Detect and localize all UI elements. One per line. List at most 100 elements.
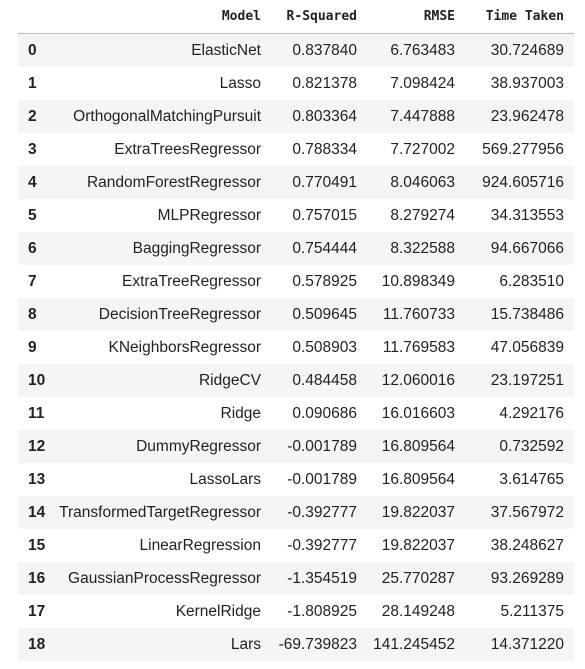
model-cell: MLPRegressor: [157, 206, 261, 224]
r-squared-cell: -1.354519: [287, 569, 357, 587]
row-index: 17: [28, 602, 46, 620]
row-index: 2: [28, 107, 37, 125]
time-taken-cell: 23.197251: [490, 371, 564, 389]
header-r-squared: R-Squared: [271, 0, 367, 34]
results-table: Model R-Squared RMSE Time Taken 0 Elastic…: [18, 0, 574, 661]
header-model: Model: [58, 0, 271, 34]
time-taken-cell: 23.962478: [490, 107, 564, 125]
row-index: 1: [28, 74, 37, 92]
time-taken-cell: 30.724689: [490, 41, 564, 59]
model-cell: OrthogonalMatchingPursuit: [73, 107, 261, 125]
rmse-cell: 16.809564: [381, 437, 455, 455]
rmse-cell: 7.447888: [390, 107, 455, 125]
header-rmse: RMSE: [367, 0, 465, 34]
table-row: 18 Lars -69.739823 141.245452 14.371220: [18, 628, 574, 661]
table-row: 11 Ridge 0.090686 16.016603 4.292176: [18, 397, 574, 430]
r-squared-cell: -0.001789: [287, 470, 357, 488]
rmse-cell: 28.149248: [381, 602, 455, 620]
table-row: 10 RidgeCV 0.484458 12.060016 23.197251: [18, 364, 574, 397]
model-cell: DecisionTreeRegressor: [98, 305, 261, 323]
table-row: 17 KernelRidge -1.808925 28.149248 5.211375: [18, 595, 574, 628]
row-index: 0: [28, 41, 37, 59]
table-row: 14 TransformedTargetRegressor -0.392777 19.…: [18, 496, 574, 529]
time-taken-cell: 0.732592: [499, 437, 564, 455]
row-index: 13: [28, 470, 46, 488]
table-row: 6 BaggingRegressor 0.754444 8.322588 94.6670…: [18, 232, 574, 265]
model-cell: ExtraTreesRegressor: [114, 140, 261, 158]
row-index: 10: [28, 371, 46, 389]
time-taken-cell: 38.937003: [490, 74, 564, 92]
table-row: 2 OrthogonalMatchingPursuit 0.803364 7.4478…: [18, 100, 574, 133]
model-cell: GaussianProcessRegressor: [68, 569, 261, 587]
model-cell: BaggingRegressor: [132, 239, 261, 257]
table-row: 5 MLPRegressor 0.757015 8.279274 34.313553: [18, 199, 574, 232]
table-body: 0 ElasticNet 0.837840 6.763483 30.724689 1 Las…: [18, 33, 574, 661]
table-row: 4 RandomForestRegressor 0.770491 8.046063 92…: [18, 166, 574, 199]
time-taken-cell: 14.371220: [490, 635, 564, 653]
table-row: 8 DecisionTreeRegressor 0.509645 11.760733 1…: [18, 298, 574, 331]
table-row: 12 DummyRegressor -0.001789 16.809564 0.7325…: [18, 430, 574, 463]
model-cell: LassoLars: [189, 470, 261, 488]
row-index: 18: [28, 635, 46, 653]
model-cell: Ridge: [220, 404, 262, 422]
time-taken-cell: 3.614765: [499, 470, 564, 488]
time-taken-cell: 94.667066: [490, 239, 564, 257]
row-index: 8: [28, 305, 37, 323]
model-cell: Lars: [230, 635, 261, 653]
header-index: [18, 0, 58, 34]
rmse-cell: 11.769583: [382, 338, 455, 356]
r-squared-cell: 0.508903: [292, 338, 357, 356]
row-index: 3: [28, 140, 37, 158]
time-taken-cell: 569.277956: [482, 140, 564, 158]
row-index: 15: [28, 536, 46, 554]
row-index: 4: [28, 173, 37, 191]
header-time-taken: Time Taken: [465, 0, 574, 34]
model-cell: DummyRegressor: [136, 437, 261, 455]
time-taken-cell: 5.211375: [500, 602, 565, 620]
rmse-cell: 16.809564: [381, 470, 455, 488]
r-squared-cell: 0.484458: [292, 371, 357, 389]
row-index: 12: [28, 437, 46, 455]
r-squared-cell: 0.578925: [292, 272, 357, 290]
rmse-cell: 12.060016: [381, 371, 455, 389]
model-cell: RandomForestRegressor: [86, 173, 261, 191]
model-cell: RidgeCV: [198, 371, 261, 389]
row-index: 9: [28, 338, 37, 356]
table-row: 15 LinearRegression -0.392777 19.822037 38.2…: [18, 529, 574, 562]
time-taken-cell: 34.313553: [490, 206, 564, 224]
row-index: 5: [28, 206, 37, 224]
table-row: 13 LassoLars -0.001789 16.809564 3.614765: [18, 463, 574, 496]
model-cell: KernelRidge: [175, 602, 261, 620]
rmse-cell: 8.046063: [390, 173, 455, 191]
time-taken-cell: 93.269289: [490, 569, 564, 587]
time-taken-cell: 38.248627: [490, 536, 564, 554]
r-squared-cell: 0.509645: [292, 305, 357, 323]
time-taken-cell: 6.283510: [499, 272, 564, 290]
header-row: Model R-Squared RMSE Time Taken: [18, 0, 574, 34]
model-cell: TransformedTargetRegressor: [59, 503, 261, 521]
r-squared-cell: 0.837840: [292, 41, 357, 59]
table-row: 3 ExtraTreesRegressor 0.788334 7.727002 569.…: [18, 133, 574, 166]
time-taken-cell: 37.567972: [490, 503, 564, 521]
table-row: 9 KNeighborsRegressor 0.508903 11.769583 47.…: [18, 331, 574, 364]
rmse-cell: 141.245452: [373, 635, 455, 653]
rmse-cell: 11.760733: [382, 305, 455, 323]
r-squared-cell: -0.001789: [287, 437, 357, 455]
rmse-cell: 16.016603: [381, 404, 455, 422]
rmse-cell: 19.822037: [381, 536, 455, 554]
rmse-cell: 6.763483: [390, 41, 455, 59]
row-index: 6: [28, 239, 37, 257]
model-cell: LinearRegression: [139, 536, 262, 554]
r-squared-cell: -0.392777: [287, 536, 357, 554]
r-squared-cell: 0.803364: [292, 107, 357, 125]
table-row: 7 ExtraTreeRegressor 0.578925 10.898349 6.28…: [18, 265, 574, 298]
row-index: 14: [28, 503, 46, 521]
rmse-cell: 7.098424: [390, 74, 455, 92]
r-squared-cell: -0.392777: [287, 503, 357, 521]
r-squared-cell: -1.808925: [287, 602, 357, 620]
time-taken-cell: 924.605716: [482, 173, 564, 191]
r-squared-cell: 0.090686: [292, 404, 357, 422]
table-row: 1 Lasso 0.821378 7.098424 38.937003: [18, 67, 574, 100]
model-cell: KNeighborsRegressor: [108, 338, 262, 356]
r-squared-cell: 0.770491: [292, 173, 357, 191]
